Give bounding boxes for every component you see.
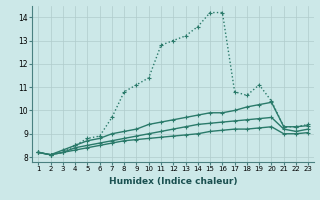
X-axis label: Humidex (Indice chaleur): Humidex (Indice chaleur) — [109, 177, 237, 186]
